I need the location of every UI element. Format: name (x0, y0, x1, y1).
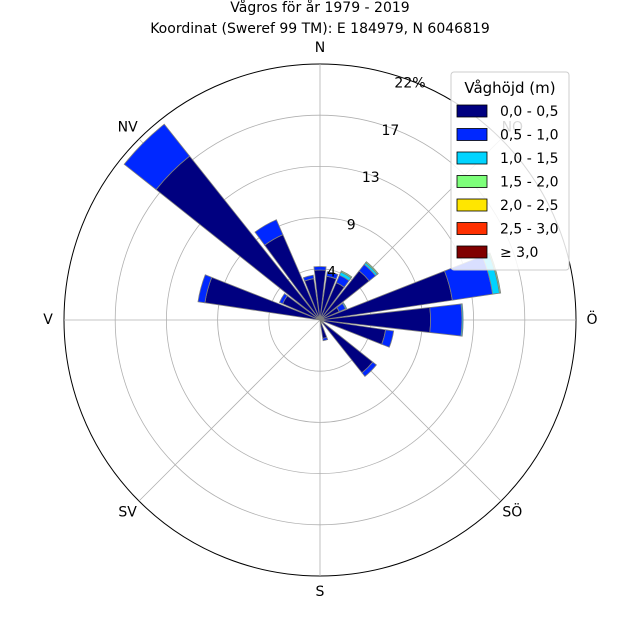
direction-label: V (43, 312, 53, 328)
legend-items: 0,0 - 0,5 0,5 - 1,0 1,0 - 1,5 1,5 - 2,0 2,0 … (456, 104, 558, 261)
rose-bar-segment (254, 219, 284, 246)
rose-bar-segment (302, 274, 315, 282)
direction-label: Ö (586, 310, 597, 328)
rose-bar-segment (429, 303, 463, 337)
grid-spoke (138, 319, 321, 502)
chart-subtitle: Koordinat (Sweref 99 TM): E 184979, N 60… (150, 21, 490, 37)
legend-label: ≥ 3,0 (500, 245, 538, 261)
rose-bar-segment (326, 271, 339, 280)
rose-bars (123, 123, 502, 378)
legend-title: Våghöjd (m) (464, 79, 555, 97)
legend-swatch (456, 222, 488, 235)
direction-label: N (315, 40, 325, 56)
rose-bar-segment (365, 261, 379, 275)
legend-swatch (456, 128, 488, 141)
radial-tick-label: 9 (347, 217, 356, 233)
chart-title: Vågros för år 1979 - 2019 (230, 0, 409, 16)
legend-swatch (456, 198, 488, 212)
rose-bar-segment (322, 336, 329, 342)
radial-tick-labels: 4 9 13 17 22% (327, 75, 425, 280)
radial-tick-label: 4 (327, 265, 336, 281)
legend-label: 0,0 - 0,5 (500, 104, 558, 120)
legend-swatch (456, 151, 488, 165)
legend-label: 2,5 - 3,0 (500, 222, 558, 238)
direction-label: SÖ (502, 502, 522, 520)
rose-bar-segment (340, 270, 353, 279)
radial-tick-label: 22% (394, 75, 425, 91)
rose-bar-segment (341, 302, 348, 310)
direction-label: SV (118, 504, 137, 520)
rose-bar-segment (197, 274, 213, 304)
legend-label: 2,0 - 2,5 (500, 198, 558, 214)
radial-tick-label: 13 (362, 170, 380, 186)
legend-label: 0,5 - 1,0 (500, 128, 558, 144)
legend-label: 1,5 - 2,0 (500, 175, 558, 191)
rose-bar-segment (123, 123, 191, 191)
legend-label: 1,0 - 1,5 (500, 151, 558, 167)
direction-label: NV (118, 120, 138, 136)
rose-bar-segment (381, 329, 395, 348)
direction-label: S (316, 584, 325, 600)
legend-swatch (456, 245, 488, 259)
rose-bar-segment (313, 266, 327, 271)
rose-bar-segment (460, 303, 464, 337)
rose-bar-segment (278, 293, 288, 305)
legend-swatch (456, 175, 488, 188)
legend: Våghöjd (m) 0,0 - 0,5 0,5 - 1,0 1,0 - 1,5 1… (450, 71, 570, 271)
legend-frame (450, 71, 570, 271)
rose-bar-segment (361, 361, 378, 378)
radial-tick-label: 17 (381, 123, 399, 139)
legend-swatch (456, 104, 488, 118)
